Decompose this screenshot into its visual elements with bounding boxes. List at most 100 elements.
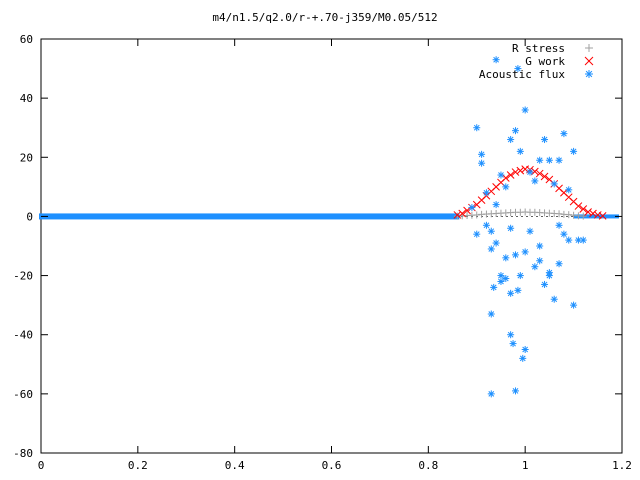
data-point (482, 221, 490, 229)
data-point (487, 227, 495, 235)
data-point (468, 204, 476, 212)
y-tick-label: 0 (26, 210, 33, 223)
legend-marker (585, 70, 593, 78)
data-point (506, 171, 515, 179)
series-acoustic-flux (468, 56, 587, 398)
data-point (593, 211, 602, 219)
data-point (478, 150, 486, 158)
y-tick-label: 60 (20, 33, 33, 46)
data-point (514, 65, 522, 73)
y-tick-label: -40 (13, 329, 33, 342)
x-tick-label: 0.8 (418, 459, 438, 472)
x-tick-label: 0 (38, 459, 45, 472)
y-tick-label: -60 (13, 388, 33, 401)
data-point (526, 227, 534, 235)
data-point (497, 277, 505, 285)
data-point (570, 301, 578, 309)
data-point (530, 167, 539, 176)
series-g-work (453, 165, 607, 220)
data-point (507, 224, 515, 232)
data-point (497, 171, 505, 179)
data-point (487, 390, 495, 398)
data-point (565, 236, 573, 244)
data-point (565, 211, 573, 219)
data-point (509, 340, 517, 348)
data-point (492, 56, 500, 64)
data-point (526, 168, 534, 176)
data-point (545, 156, 553, 164)
x-tick-label: 1.2 (612, 459, 632, 472)
data-point (536, 242, 544, 250)
data-point (458, 209, 467, 218)
data-point (487, 310, 495, 318)
data-point (521, 106, 529, 114)
data-point (579, 236, 587, 244)
data-point (516, 272, 524, 280)
data-point (531, 263, 539, 271)
x-tick-label: 0.2 (128, 459, 148, 472)
data-point (502, 275, 510, 283)
data-point (535, 169, 544, 178)
data-point (497, 272, 505, 280)
data-point (560, 230, 568, 238)
data-point (584, 208, 592, 216)
data-point (540, 172, 549, 181)
data-point (570, 147, 578, 155)
x-tick-label: 1 (522, 459, 529, 472)
data-point (511, 251, 519, 259)
data-point (570, 211, 578, 219)
data-point (478, 159, 486, 167)
data-point (574, 202, 583, 210)
data-point (521, 248, 529, 256)
plot-frame (40, 38, 623, 454)
data-point (560, 130, 568, 138)
x-tick-label: 0.4 (225, 459, 245, 472)
data-point (511, 387, 519, 395)
flux-baseline (39, 213, 460, 220)
legend-marker (584, 56, 594, 66)
y-tick-label: 40 (20, 92, 33, 105)
data-point (536, 156, 544, 164)
data-point (545, 272, 553, 280)
data-point (516, 166, 525, 175)
data-point (501, 174, 510, 182)
data-point (579, 212, 587, 220)
y-tick-label: 20 (20, 151, 33, 164)
data-point (519, 354, 527, 362)
data-point (511, 168, 520, 176)
data-point (490, 283, 498, 291)
legend-marker (585, 44, 593, 52)
data-point (541, 136, 549, 144)
data-point (531, 177, 539, 185)
series-r-stress (453, 208, 587, 220)
data-point (536, 257, 544, 265)
data-point (555, 260, 563, 268)
data-point (453, 211, 462, 219)
axis-ticks: 0 0.2 0.4 0.6 0.8 1 1.2 60 40 20 0 -20 -40 -60 -80 (13, 33, 632, 472)
data-point (579, 205, 588, 213)
data-point (482, 189, 490, 197)
data-point (521, 346, 529, 353)
y-tick-label: -80 (13, 447, 33, 460)
data-point (502, 183, 510, 191)
y-tick-label: -20 (13, 270, 33, 283)
data-point (550, 180, 558, 188)
data-point (507, 289, 515, 297)
data-point (555, 221, 563, 229)
legend-label: G work (525, 55, 565, 68)
legend-label: R stress (512, 42, 565, 55)
data-point (473, 124, 481, 132)
legend-label: Acoustic flux (479, 68, 565, 81)
data-points (453, 56, 607, 398)
data-point (473, 230, 481, 238)
data-point (589, 209, 597, 218)
chart-title: m4/n1.5/q2.0/r-+.70-j359/M0.05/512 (212, 11, 437, 24)
data-point (492, 201, 500, 209)
data-point (502, 254, 510, 262)
data-point (555, 156, 563, 164)
data-point (507, 331, 515, 339)
data-point (492, 239, 500, 247)
data-point (598, 211, 607, 220)
